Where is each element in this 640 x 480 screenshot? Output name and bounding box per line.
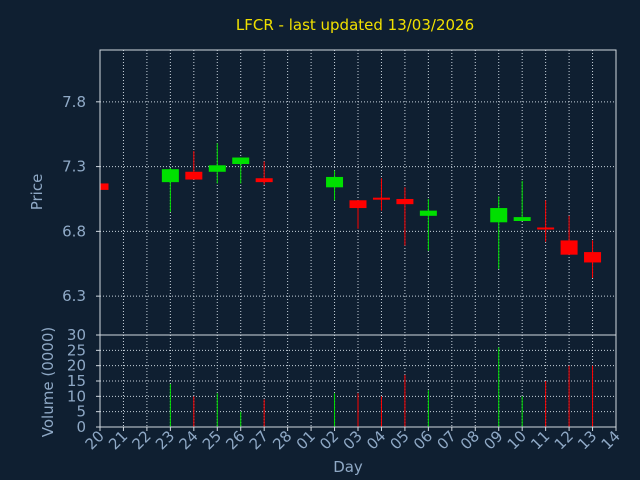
candle-body: [396, 198, 414, 205]
x-tick-label: 06: [410, 427, 436, 453]
candle-body: [185, 171, 203, 180]
x-tick-label: 14: [598, 427, 624, 453]
x-tick-label: 26: [222, 427, 248, 453]
candle-body: [255, 178, 273, 183]
candle-body: [513, 217, 531, 221]
x-tick-label: 22: [129, 427, 155, 453]
x-tick-label: 13: [574, 427, 600, 453]
price-y-tick-label: 7.8: [62, 93, 86, 111]
x-tick-label: 11: [527, 427, 553, 453]
x-tick-label: 02: [316, 427, 342, 453]
x-axis: 2021222324252627280102030405060708091011…: [82, 427, 624, 453]
candle-body: [537, 227, 555, 230]
candle-body: [490, 208, 508, 223]
chart-title: LFCR - last updated 13/03/2026: [236, 16, 474, 34]
x-tick-label: 24: [175, 427, 201, 453]
x-tick-label: 01: [293, 427, 319, 453]
x-tick-label: 07: [433, 427, 459, 453]
volume-axis-label: Volume (0000): [39, 327, 57, 437]
price-axis-label: Price: [28, 174, 46, 211]
volume-y-tick-label: 30: [67, 326, 86, 344]
candle-body: [560, 240, 578, 255]
candle-body: [208, 165, 226, 172]
candle-body: [419, 210, 437, 216]
x-tick-label: 27: [246, 427, 272, 453]
volume-y-tick-label: 15: [67, 372, 86, 390]
x-tick-label: 21: [105, 427, 131, 453]
price-panel: 6.3 6.8 7.3 7.8: [62, 49, 617, 336]
candle-body: [232, 157, 250, 164]
x-tick-label: 08: [457, 427, 483, 453]
volume-y-tick-label: 25: [67, 341, 86, 359]
candle-body: [584, 252, 602, 263]
x-tick-label: 23: [152, 427, 178, 453]
x-tick-label: 28: [269, 427, 295, 453]
volume-y-tick-label: 20: [67, 357, 86, 375]
x-axis-label: Day: [333, 458, 363, 476]
volume-y-tick-label: 10: [67, 387, 86, 405]
price-y-tick-label: 6.8: [62, 222, 86, 240]
x-tick-label: 12: [551, 427, 577, 453]
x-tick-label: 10: [504, 427, 530, 453]
x-tick-label: 05: [387, 427, 413, 453]
x-tick-label: 09: [480, 427, 506, 453]
price-y-tick-label: 6.3: [62, 287, 86, 305]
x-tick-label: 03: [340, 427, 366, 453]
candle-body: [372, 197, 390, 200]
volume-y-tick-label: 5: [76, 403, 86, 421]
x-tick-label: 25: [199, 427, 225, 453]
volume-y-tick-label: 0: [76, 418, 86, 436]
candle-body: [161, 169, 179, 183]
candle-body: [326, 176, 344, 188]
candle-body: [100, 183, 109, 190]
candle-body: [349, 200, 367, 209]
x-tick-label: 04: [363, 427, 389, 453]
price-y-tick-label: 7.3: [62, 158, 86, 176]
